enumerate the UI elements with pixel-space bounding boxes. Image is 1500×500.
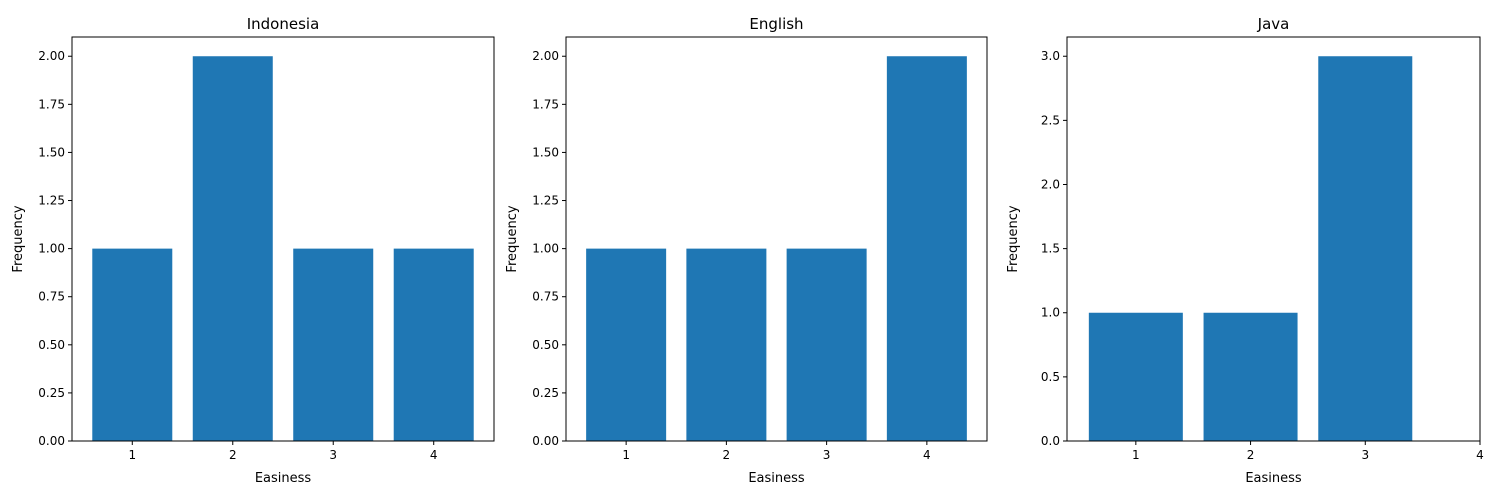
y-tick-label: 0.50 (532, 338, 559, 352)
y-tick-label: 1.00 (38, 242, 65, 256)
x-tick-label: 3 (823, 448, 831, 462)
y-tick-label: 2.00 (532, 49, 559, 63)
x-axis-label: Easiness (1245, 471, 1302, 486)
x-tick-label: 4 (923, 448, 931, 462)
y-tick-label: 1.0 (1041, 306, 1060, 320)
chart-title: Java (1257, 15, 1290, 33)
x-tick-label: 2 (229, 448, 237, 462)
bar-2 (1203, 312, 1298, 441)
y-tick-label: 1.75 (38, 97, 65, 111)
bar-2 (686, 248, 767, 441)
x-axis-label: Easiness (255, 471, 312, 486)
y-tick-label: 1.75 (532, 97, 559, 111)
bar-4 (886, 56, 967, 441)
y-tick-label: 0.75 (532, 290, 559, 304)
y-tick-label: 0.25 (38, 386, 65, 400)
y-tick-label: 0.25 (532, 386, 559, 400)
y-axis-label: Frequency (505, 205, 520, 272)
chart-title: English (749, 15, 803, 33)
y-tick-label: 1.25 (38, 194, 65, 208)
y-axis-label: Frequency (11, 205, 26, 272)
bar-1 (1088, 312, 1183, 441)
y-tick-label: 1.5 (1041, 242, 1060, 256)
x-tick-label: 3 (329, 448, 337, 462)
x-tick-label: 1 (622, 448, 630, 462)
chart-panel-2: 0.00 0.25 0.50 0.75 1.00 1.25 1.50 1.75 2.00 1 2 3 4… (505, 15, 988, 486)
bar-3 (1318, 56, 1413, 441)
y-tick-label: 0.0 (1041, 434, 1060, 448)
y-axis-label: Frequency (1006, 205, 1021, 272)
y-tick-label: 0.00 (532, 434, 559, 448)
y-tick-label: 1.50 (38, 145, 65, 159)
y-tick-label: 0.00 (38, 434, 65, 448)
chart-panel-1: 0.00 0.25 0.50 0.75 1.00 1.25 1.50 1.75 2.00 1 2 3 4… (11, 15, 495, 486)
y-tick-label: 2.0 (1041, 177, 1060, 191)
y-tick-label: 2.00 (38, 49, 65, 63)
y-tick-label: 1.00 (532, 242, 559, 256)
x-tick-label: 4 (430, 448, 438, 462)
y-tick-label: 0.75 (38, 290, 65, 304)
bar-3 (786, 248, 867, 441)
x-tick-label: 1 (128, 448, 136, 462)
chart-title: Indonesia (247, 15, 320, 33)
y-tick-label: 3.0 (1041, 49, 1060, 63)
chart-panel-3: 0.0 0.5 1.0 1.5 2.0 2.5 3.0 1 2 3 4 Java Easiness Fre… (1006, 15, 1484, 486)
y-tick-label: 2.5 (1041, 113, 1060, 127)
bar-3 (293, 248, 374, 441)
bar-1 (586, 248, 667, 441)
x-tick-label: 2 (1247, 448, 1255, 462)
y-tick-label: 0.5 (1041, 370, 1060, 384)
x-axis-label: Easiness (748, 471, 805, 486)
y-tick-label: 0.50 (38, 338, 65, 352)
x-tick-label: 3 (1361, 448, 1369, 462)
axes-frame (1066, 36, 1481, 442)
axes-frame (565, 36, 988, 442)
y-tick-label: 1.25 (532, 194, 559, 208)
bar-4 (393, 248, 474, 441)
axes-frame (71, 36, 495, 442)
y-tick-label: 1.50 (532, 145, 559, 159)
bar-1 (92, 248, 173, 441)
bar-2 (192, 56, 273, 441)
x-tick-label: 4 (1476, 448, 1484, 462)
x-tick-label: 2 (723, 448, 731, 462)
x-tick-label: 1 (1132, 448, 1140, 462)
